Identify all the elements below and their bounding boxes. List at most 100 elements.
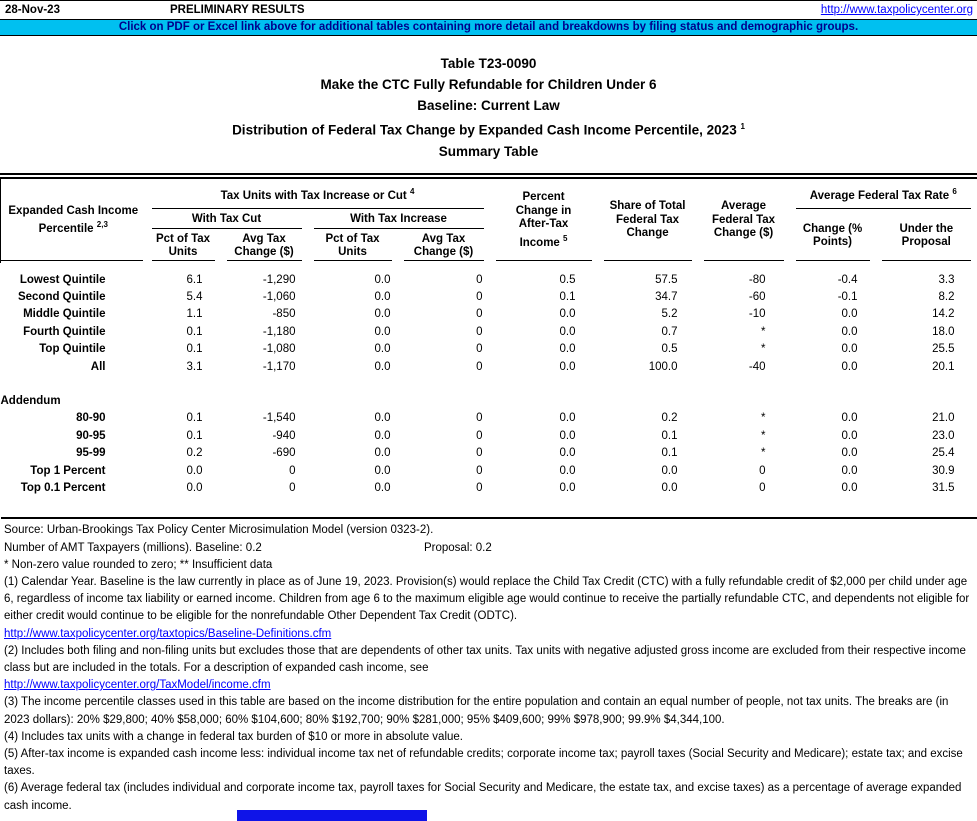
header-expanded-cash-income: Expanded Cash Income Percentile 2,3 (0, 175, 146, 263)
source-note: Source: Urban-Brookings Tax Policy Cente… (4, 524, 434, 537)
cell-pct-with-cut: 0.0 (186, 481, 203, 494)
cell-rate-change-points: 0.0 (841, 464, 858, 477)
cell-avg-change-increase: 0 (476, 325, 483, 338)
title-proposal: Make the CTC Fully Refundable for Childr… (320, 77, 657, 92)
title-table-number: Table T23-0090 (440, 56, 537, 71)
cell-avg-change-increase: 0 (476, 360, 483, 373)
footnote-text: (5) After-tax income is expanded cash in… (4, 748, 963, 778)
cell-rate-change-points: 0.0 (841, 343, 858, 356)
table-row: 90-95 0.1 -940 0.0 0 0.0 0.1 * 0.0 23.0 (1, 428, 977, 445)
cell-pct-with-increase: 0.0 (374, 325, 391, 338)
asterisk-note: * Non-zero value rounded to zero; ** Ins… (4, 558, 273, 571)
top-bar: 28-Nov-23 PRELIMINARY RESULTS http://www… (0, 0, 977, 19)
header-rate-change-points: Change (% Points) (790, 210, 876, 263)
cell-share-total: 34.7 (655, 290, 678, 303)
cell-rate-change-points: 0.0 (841, 429, 858, 442)
cell-pct-change-after-tax: 0.0 (559, 429, 576, 442)
addendum-header-row: Addendum (1, 393, 977, 410)
info-banner: Click on PDF or Excel link above for add… (0, 19, 977, 36)
preliminary-results-label: PRELIMINARY RESULTS (170, 4, 305, 16)
cell-pct-with-increase: 0.0 (374, 343, 391, 356)
cell-pct-with-cut: 0.1 (186, 325, 203, 338)
cell-avg-change-cut: -940 (272, 429, 296, 442)
cell-avg-federal-change: * (761, 325, 766, 338)
cell-rate-change-points: -0.1 (837, 290, 858, 303)
cell-pct-change-after-tax: 0.0 (559, 481, 576, 494)
header-share-total: Share of Total Federal Tax Change (598, 176, 698, 263)
date-label: 28-Nov-23 (5, 4, 60, 16)
cell-avg-federal-change: * (761, 343, 766, 356)
cell-pct-change-after-tax: 0.0 (559, 412, 576, 425)
footnote-text: (6) Average federal tax (includes indivi… (4, 782, 962, 812)
table-row: Middle Quintile 1.1 -850 0.0 0 0.0 5.2 -… (1, 306, 977, 323)
cell-avg-change-cut: 0 (289, 464, 296, 477)
cell-pct-change-after-tax: 0.0 (559, 343, 576, 356)
cell-avg-federal-change: -10 (748, 308, 766, 321)
cell-rate-under-proposal: 23.0 (932, 429, 955, 442)
cell-avg-change-increase: 0 (476, 429, 483, 442)
footnote-text: (1) Calendar Year. Baseline is the law c… (4, 575, 970, 623)
cell-share-total: 0.5 (661, 343, 678, 356)
cell-avg-federal-change: * (761, 447, 766, 460)
cell-avg-change-cut: -850 (272, 308, 296, 321)
footnote-link[interactable]: http://www.taxpolicycenter.org/taxtopics… (4, 627, 332, 640)
cell-pct-change-after-tax: 0.1 (559, 290, 576, 303)
cell-avg-federal-change: * (761, 412, 766, 425)
cell-avg-change-cut: -1,180 (262, 325, 296, 338)
addendum-label: Addendum (0, 394, 61, 407)
cell-rate-under-proposal: 20.1 (932, 360, 955, 373)
cell-pct-change-after-tax: 0.0 (559, 325, 576, 338)
header-with-tax-cut: With Tax Cut (146, 210, 308, 230)
amt-baseline: Number of AMT Taxpayers (millions). Base… (4, 541, 262, 554)
header-tax-units-group: Tax Units with Tax Increase or Cut 4 (146, 176, 490, 210)
cell-rate-change-points: 0.0 (841, 360, 858, 373)
cell-pct-change-after-tax: 0.0 (559, 447, 576, 460)
table-row: Top 0.1 Percent 0.0 0 0.0 0 0.0 0.0 0 0.… (1, 480, 977, 497)
cell-pct-change-after-tax: 0.0 (559, 464, 576, 477)
footnote-list: (1) Calendar Year. Baseline is the law c… (4, 574, 973, 815)
cell-rate-under-proposal: 14.2 (932, 308, 955, 321)
table-row: Fourth Quintile 0.1 -1,180 0.0 0 0.0 0.7… (1, 324, 977, 341)
title-distribution: Distribution of Federal Tax Change by Ex… (232, 122, 745, 138)
cell-pct-with-cut: 0.1 (186, 429, 203, 442)
cell-share-total: 0.1 (661, 429, 678, 442)
taxpolicycenter-link[interactable]: http://www.taxpolicycenter.org (820, 4, 973, 16)
cell-pct-with-cut: 3.1 (186, 360, 203, 373)
cell-rate-change-points: 0.0 (841, 325, 858, 338)
cell-pct-change-after-tax: 0.0 (559, 308, 576, 321)
cell-pct-change-after-tax: 0.5 (559, 273, 576, 286)
cell-pct-with-increase: 0.0 (374, 481, 391, 494)
cell-avg-change-increase: 0 (476, 412, 483, 425)
title-baseline: Baseline: Current Law (417, 98, 560, 113)
cell-rate-change-points: 0.0 (841, 308, 858, 321)
footnote-text: (2) Includes both filing and non-filing … (4, 644, 966, 674)
header-increase-avg-change: Avg Tax Change ($) (398, 230, 490, 263)
row-label: Fourth Quintile (23, 325, 106, 338)
footnote-link[interactable]: http://www.taxpolicycenter.org/TaxModel/… (4, 679, 271, 692)
cell-rate-change-points: 0.0 (841, 447, 858, 460)
cell-avg-change-increase: 0 (476, 464, 483, 477)
cell-pct-with-increase: 0.0 (374, 273, 391, 286)
cell-avg-change-increase: 0 (476, 447, 483, 460)
cell-pct-with-cut: 1.1 (186, 308, 203, 321)
cell-avg-change-increase: 0 (476, 343, 483, 356)
cell-rate-change-points: 0.0 (841, 412, 858, 425)
cell-rate-under-proposal: 30.9 (932, 464, 955, 477)
cell-avg-federal-change: 0 (759, 464, 766, 477)
cell-rate-under-proposal: 3.3 (938, 273, 955, 286)
cell-pct-with-cut: 0.1 (186, 412, 203, 425)
row-label: 95-99 (76, 447, 106, 460)
cell-avg-change-increase: 0 (476, 273, 483, 286)
cell-share-total: 0.2 (661, 412, 678, 425)
table-row: Top Quintile 0.1 -1,080 0.0 0 0.0 0.5 * … (1, 341, 977, 358)
row-label: All (90, 360, 106, 373)
amt-note: Number of AMT Taxpayers (millions). Base… (4, 540, 973, 557)
cell-pct-with-increase: 0.0 (374, 464, 391, 477)
cell-avg-change-cut: -690 (272, 447, 296, 460)
cell-avg-change-cut: -1,290 (262, 273, 296, 286)
cell-pct-change-after-tax: 0.0 (559, 360, 576, 373)
row-label: Top 1 Percent (30, 464, 106, 477)
table-row: 95-99 0.2 -690 0.0 0 0.0 0.1 * 0.0 25.4 (1, 445, 977, 462)
cell-avg-federal-change: -80 (748, 273, 766, 286)
spacer-row (1, 497, 977, 518)
